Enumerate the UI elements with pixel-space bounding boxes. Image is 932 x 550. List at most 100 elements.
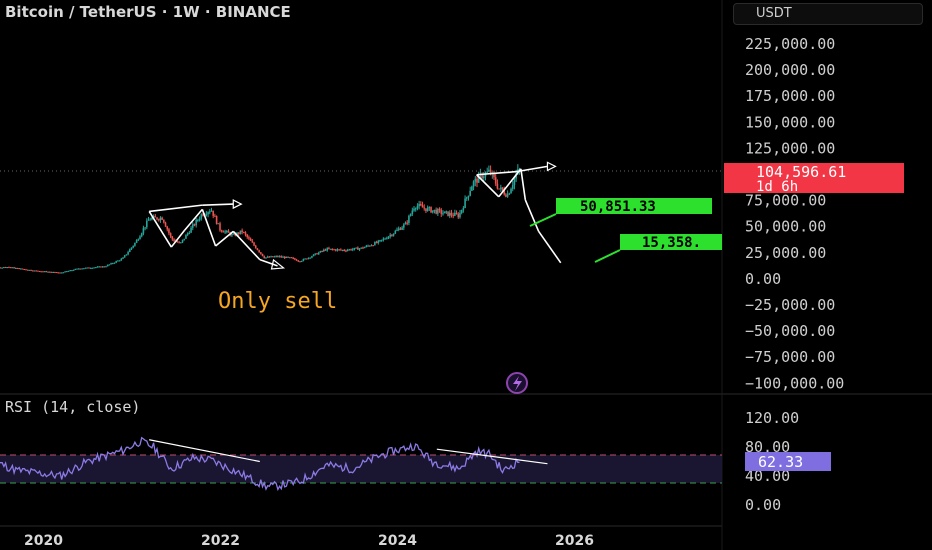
candle-body (77, 268, 80, 270)
candle-body (287, 256, 289, 258)
candle-body (471, 186, 473, 191)
candle-body (486, 171, 489, 173)
candle-body (190, 227, 192, 233)
price-tick-label: 150,000.00 (745, 113, 835, 131)
candle-body (66, 271, 68, 273)
candle-body (387, 236, 390, 239)
target-2-leader (594, 249, 621, 263)
candle-body (234, 233, 237, 236)
candle-body (447, 211, 449, 216)
candle-body (505, 194, 507, 197)
candle-body (353, 247, 356, 250)
candle-body (467, 195, 470, 198)
candle-body (253, 242, 255, 246)
candle-body (334, 249, 337, 251)
rsi-label: RSI (14, close) (5, 398, 140, 416)
target-label-2 (620, 234, 722, 250)
candle-body (23, 269, 26, 271)
candle-body (6, 267, 9, 269)
zigzag-line (476, 174, 500, 198)
candle-body (244, 232, 247, 235)
candle-body (309, 257, 312, 259)
candle-body (74, 268, 77, 270)
candle-body (421, 205, 424, 208)
candle-body (357, 247, 359, 250)
candle-body (88, 267, 90, 269)
candle-body (183, 238, 186, 240)
candle-body (254, 245, 257, 249)
candle-body (42, 271, 44, 273)
candle-body (156, 217, 158, 220)
trend-arrow (546, 161, 557, 172)
zigzag-line (232, 230, 261, 261)
candle-body (0, 267, 2, 269)
price-tick-label: 75,000.00 (745, 192, 826, 210)
price-tick-label: −25,000.00 (745, 296, 835, 314)
candle-body (401, 227, 403, 230)
candle-body (118, 260, 121, 262)
candle-body (413, 208, 415, 211)
trend-line (149, 204, 203, 213)
candle-body (428, 207, 431, 209)
candle-body (84, 267, 87, 269)
candle-body (271, 256, 274, 258)
candle-body (508, 193, 511, 195)
candle-body (67, 270, 70, 272)
candle-body (443, 211, 446, 214)
candle-body (489, 169, 492, 174)
candle-body (62, 272, 65, 274)
candle-body (60, 272, 63, 274)
candle-body (239, 230, 242, 234)
time-tick-label: 2020 (24, 533, 63, 549)
candle-body (323, 249, 325, 252)
candle-body (125, 254, 128, 256)
candle-body (96, 266, 99, 268)
candle-body (457, 214, 460, 218)
trend-line (202, 203, 234, 206)
candle-body (414, 208, 417, 210)
candle-body (511, 184, 514, 189)
candle-body (423, 207, 426, 209)
candle-body (94, 267, 97, 269)
candle-body (501, 187, 504, 191)
candle-body (208, 211, 211, 213)
candle-body (391, 234, 393, 236)
candle-body (134, 242, 136, 246)
candle-body (83, 268, 85, 270)
candle-body (45, 271, 48, 273)
candle-body (363, 247, 366, 249)
candle-body (224, 231, 226, 233)
candle-body (256, 248, 259, 251)
time-axis: 2020 2022 2024 2026 (24, 533, 594, 549)
candle-body (193, 224, 196, 226)
projection-line (524, 199, 540, 232)
candle-body (47, 271, 49, 273)
candle-body (394, 230, 397, 234)
candle-body (237, 232, 240, 234)
candle-body (226, 230, 228, 232)
candle-body (462, 208, 465, 210)
candle-body (178, 242, 180, 244)
candle-body (317, 252, 320, 255)
candle-body (91, 267, 94, 269)
candle-body (258, 250, 260, 253)
currency-selector[interactable]: USDT (733, 3, 923, 25)
candle-body (241, 230, 243, 233)
candle-body (278, 256, 281, 258)
candle-body (476, 178, 478, 183)
candle-body (496, 183, 499, 189)
candle-body (275, 256, 277, 258)
candle-body (494, 177, 497, 184)
candle-body (263, 256, 266, 259)
candle-body (338, 249, 340, 251)
candle-body (111, 263, 114, 265)
candle-body (433, 209, 436, 211)
candle-body (418, 204, 420, 207)
candle-body (382, 238, 385, 240)
candle-body (440, 209, 443, 214)
candle-body (200, 214, 203, 219)
candle-body (173, 239, 175, 242)
candle-body (336, 249, 339, 251)
candle-body (307, 257, 310, 259)
